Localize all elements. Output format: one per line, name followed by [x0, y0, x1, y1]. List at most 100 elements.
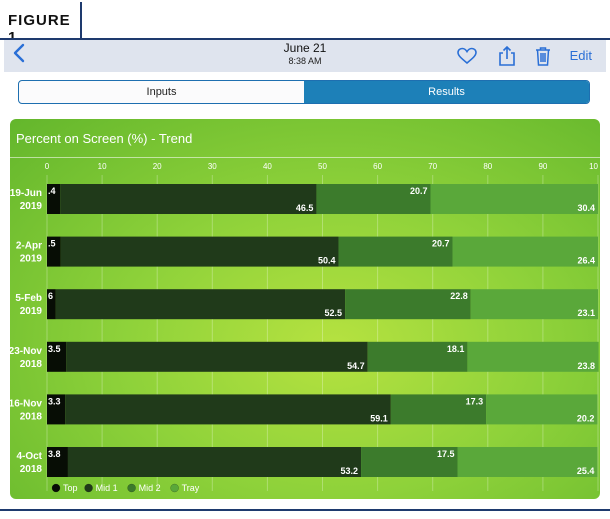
data-label: 46.5 — [296, 203, 314, 213]
data-label: 3.8 — [48, 449, 61, 459]
data-label: 59.1 — [370, 413, 388, 423]
navigation-bar: June 21 8:38 AM Edit — [4, 40, 606, 72]
bar-segment-top — [47, 341, 67, 372]
data-label: 26.4 — [577, 256, 595, 266]
figure-bottom-rule — [0, 509, 610, 511]
category-label: 2019 — [20, 201, 43, 212]
legend-label: Top — [63, 483, 78, 493]
data-label: 20.7 — [410, 186, 428, 196]
share-icon — [499, 45, 515, 66]
figure-label-box: FIGURE 1 — [2, 2, 82, 46]
chart-title: Percent on Screen (%) - Trend — [16, 131, 193, 146]
data-label: 18.1 — [447, 344, 465, 354]
data-label: 3.5 — [48, 344, 61, 354]
bar-segment-top — [47, 289, 56, 320]
edit-button[interactable]: Edit — [569, 48, 592, 63]
legend-swatch — [84, 483, 93, 493]
bar-segment-mid-1 — [60, 236, 339, 267]
data-label: 30.4 — [577, 203, 595, 213]
data-label: 25.4 — [577, 466, 595, 476]
bar-segment-mid-2 — [361, 447, 458, 477]
legend-label: Mid 2 — [139, 483, 161, 493]
bar-segment-tray — [486, 394, 598, 425]
data-label: 17.5 — [437, 449, 455, 459]
bar-segment-tray — [457, 447, 598, 477]
bar-segment-mid-2 — [390, 394, 487, 425]
x-tick-label: 0 — [45, 162, 50, 171]
bar-segment-tray — [430, 184, 598, 214]
data-label: 20.2 — [577, 413, 595, 423]
legend-swatch — [170, 483, 179, 493]
bar-segment-mid-1 — [66, 341, 368, 372]
x-tick-label: 90 — [538, 162, 547, 171]
data-label: 53.2 — [341, 466, 359, 476]
nav-time: 8:38 AM — [288, 56, 322, 66]
category-label: 2018 — [20, 464, 43, 475]
data-label: 17.3 — [466, 396, 484, 406]
bar-segment-mid-1 — [65, 394, 391, 425]
bar-segment-mid-1 — [60, 184, 317, 214]
data-label: .4 — [48, 186, 56, 196]
data-label: 23.1 — [577, 308, 595, 318]
category-label: 2-Apr — [16, 241, 42, 252]
segmented-control: Inputs Results — [18, 80, 590, 104]
nav-date: June 21 — [283, 41, 327, 55]
nav-title: June 21 8:38 AM — [4, 41, 606, 67]
bar-segment-mid-2 — [345, 289, 471, 320]
bar-segment-mid-1 — [55, 289, 346, 320]
legend-swatch — [51, 483, 61, 493]
bar-segment-mid-2 — [338, 236, 453, 267]
data-label: 54.7 — [347, 361, 365, 371]
stacked-bar-chart: 0 10 20 30 40 50 60 70 80 90 10 19-Jun 2019 .4 46.5 20.… — [10, 162, 599, 493]
data-label: 23.8 — [577, 361, 595, 371]
back-button[interactable] — [12, 42, 26, 70]
x-tick-label: 50 — [318, 162, 327, 171]
data-label: 50.4 — [318, 256, 336, 266]
x-tick-label: 30 — [208, 162, 217, 171]
x-tick-label: 60 — [373, 162, 382, 171]
category-label: 16-Nov — [10, 398, 42, 409]
category-label: 19-Jun — [10, 188, 42, 199]
category-label: 2019 — [20, 254, 43, 265]
x-tick-label: 80 — [483, 162, 492, 171]
category-label: 23-Nov — [10, 346, 42, 357]
chart-panel: Percent on Screen (%) - Trend 0 10 20 30 40 5… — [10, 119, 600, 499]
data-label: .5 — [48, 239, 56, 249]
figure-top-rule — [0, 38, 610, 40]
share-button[interactable] — [496, 45, 518, 67]
bar-segment-top — [47, 394, 66, 425]
bar-segment-mid-2 — [316, 184, 431, 214]
heart-icon — [457, 47, 477, 65]
category-label: 2018 — [20, 359, 43, 370]
tab-results[interactable]: Results — [304, 81, 589, 103]
chart-title-divider — [10, 157, 600, 158]
data-label: 6 — [48, 291, 53, 301]
category-label: 2018 — [20, 411, 43, 422]
data-label: 52.5 — [325, 308, 343, 318]
legend-swatch — [127, 483, 136, 493]
bar-segment-top — [47, 184, 61, 214]
category-label: 5-Feb — [15, 293, 42, 304]
bar-segment-top — [47, 236, 61, 267]
bar-segment-top — [47, 447, 68, 477]
data-label: 20.7 — [432, 239, 450, 249]
bar-segment-tray — [470, 289, 598, 320]
category-label: 2019 — [20, 306, 43, 317]
data-label: 22.8 — [450, 291, 468, 301]
bar-segment-mid-1 — [67, 447, 362, 477]
trash-icon — [536, 47, 550, 66]
data-label: 3.3 — [48, 396, 61, 406]
bar-segment-tray — [467, 341, 599, 372]
x-tick-label: 10 — [98, 162, 107, 171]
category-label: 4-Oct — [16, 451, 42, 462]
favorite-button[interactable] — [456, 45, 478, 67]
tab-inputs[interactable]: Inputs — [146, 86, 177, 98]
figure-label: FIGURE 1 — [8, 12, 71, 46]
bar-segment-mid-2 — [367, 341, 468, 372]
chevron-left-icon — [13, 43, 25, 63]
x-tick-label: 20 — [153, 162, 162, 171]
delete-button[interactable] — [532, 45, 554, 67]
x-tick-label: 70 — [428, 162, 437, 171]
x-tick-label: 10 — [589, 162, 598, 171]
legend-label: Tray — [182, 483, 200, 493]
